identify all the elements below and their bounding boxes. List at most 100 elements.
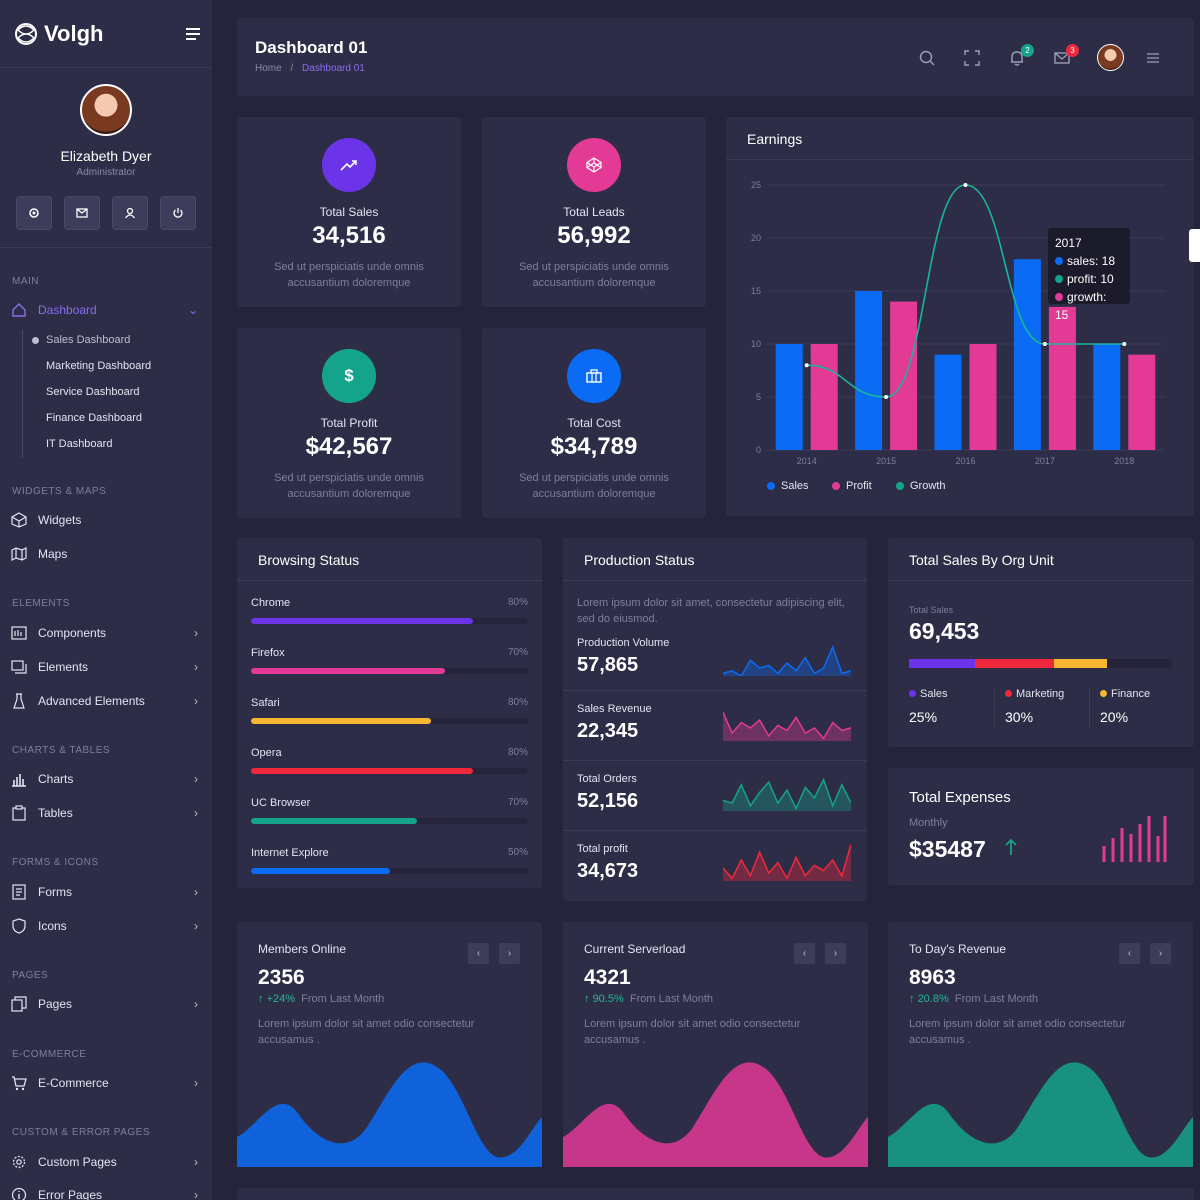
sidebar-item-dashboard[interactable]: Dashboard ⌄	[10, 298, 202, 322]
x-tick-label: 2016	[955, 456, 975, 466]
mini-card: Current Serverload ‹ › 4321 ↑ 90.5% From Las…	[563, 922, 868, 1167]
total-expenses-card: Total Expenses Monthly $35487	[888, 768, 1194, 885]
sidebar-item-error-pages[interactable]: Error Pages ›	[10, 1183, 202, 1200]
browser-name: Opera	[251, 747, 282, 759]
mail-button[interactable]	[64, 196, 100, 230]
sidebar-item-icons[interactable]: Icons ›	[10, 914, 202, 938]
y-tick-label: 5	[756, 392, 761, 402]
settings-tab[interactable]	[1189, 229, 1200, 262]
avatar[interactable]	[1097, 44, 1124, 71]
bar-segment-finance	[1054, 659, 1107, 668]
sidebar-item-custom-pages[interactable]: Custom Pages ›	[10, 1150, 202, 1174]
tooltip-sales: sales: 18	[1055, 252, 1123, 270]
browser-row: Internet Explore 50%	[251, 847, 528, 874]
mini-description: Lorem ipsum dolor sit amet odio consecte…	[258, 1018, 475, 1046]
sidebar-item-ecommerce[interactable]: E-Commerce ›	[10, 1071, 202, 1095]
submenu-sales-dashboard[interactable]: Sales Dashboard	[46, 334, 131, 346]
browser-name: Internet Explore	[251, 847, 329, 859]
chevron-right-icon: ›	[194, 806, 198, 820]
area-chart	[888, 1062, 1193, 1167]
user-profile: Elizabeth Dyer Administrator	[0, 68, 212, 248]
prev-button[interactable]: ‹	[794, 943, 815, 964]
org-unit-percent: 25%	[909, 709, 938, 725]
settings-button[interactable]	[16, 196, 52, 230]
mini-value: 8963	[909, 966, 956, 989]
mail-icon[interactable]	[1054, 50, 1070, 66]
tooltip-profit: profit: 10	[1055, 270, 1123, 288]
card-title: Total Expenses	[909, 789, 1011, 806]
sidebar-item-label: Forms	[38, 885, 72, 899]
bar-sales	[934, 354, 962, 450]
bar-sales	[855, 291, 883, 450]
y-tick-label: 20	[751, 233, 761, 243]
submenu-it-dashboard[interactable]: IT Dashboard	[46, 438, 113, 450]
card-title: Earnings	[726, 117, 1194, 160]
sidebar-item-components[interactable]: Components ›	[10, 621, 202, 645]
production-label: Sales Revenue	[577, 703, 652, 715]
org-unit-percent: 20%	[1100, 709, 1129, 725]
expenses-sparkbars	[1102, 816, 1167, 862]
chevron-right-icon: ›	[194, 1188, 198, 1200]
logout-button[interactable]	[160, 196, 196, 230]
stat-card-total-profit: $ Total Profit $42,567 Sed ut perspiciat…	[237, 328, 461, 518]
submenu-finance-dashboard[interactable]: Finance Dashboard	[46, 412, 143, 424]
sidebar-item-charts[interactable]: Charts ›	[10, 767, 202, 791]
point-growth	[1042, 342, 1047, 346]
bell-icon[interactable]	[1009, 50, 1025, 66]
sidebar-item-tables[interactable]: Tables ›	[10, 801, 202, 825]
production-row: Total profit 34,673	[563, 830, 867, 900]
brand[interactable]: Volgh	[0, 0, 212, 68]
bar-profit	[810, 344, 838, 450]
menu-icon[interactable]	[1145, 50, 1161, 66]
menu-toggle-icon[interactable]	[186, 28, 202, 40]
production-label: Total profit	[577, 843, 628, 855]
sidebar-item-forms[interactable]: Forms ›	[10, 880, 202, 904]
stat-value: 56,992	[557, 222, 631, 249]
prev-button[interactable]: ‹	[1119, 943, 1140, 964]
sidebar-item-widgets[interactable]: Widgets	[10, 508, 202, 532]
legend-growth[interactable]: Growth	[896, 480, 945, 492]
browser-row: Chrome 80%	[251, 597, 528, 624]
legend-profit[interactable]: Profit	[832, 480, 872, 492]
avatar[interactable]	[80, 84, 132, 136]
sidebar-item-maps[interactable]: Maps	[10, 542, 202, 566]
sidebar-item-pages[interactable]: Pages ›	[10, 992, 202, 1016]
sidebar-item-label: Components	[38, 626, 107, 640]
stat-description: Sed ut perspiciatis unde omnis accusanti…	[274, 472, 424, 500]
stat-description: Sed ut perspiciatis unde omnis accusanti…	[519, 261, 669, 289]
org-unit-finance: Finance 20%	[1089, 688, 1179, 728]
progress-fill	[251, 668, 445, 674]
stat-card-total-cost: Total Cost $34,789 Sed ut perspiciatis u…	[482, 328, 706, 518]
next-button[interactable]: ›	[825, 943, 846, 964]
section-forms: FORMS & ICONS	[12, 857, 99, 868]
earnings-card: Earnings 0 5 10 15 20 25 2014 2015 2016 2017 2018 …	[726, 117, 1194, 516]
search-icon[interactable]	[919, 50, 935, 66]
sidebar-item-label: Custom Pages	[38, 1155, 117, 1169]
progress-fill	[251, 818, 418, 824]
submenu-service-dashboard[interactable]: Service Dashboard	[46, 386, 140, 398]
breadcrumb-home[interactable]: Home	[255, 63, 282, 74]
submenu-marketing-dashboard[interactable]: Marketing Dashboard	[46, 360, 152, 372]
progress-track	[251, 868, 528, 874]
prev-button[interactable]: ‹	[468, 943, 489, 964]
legend-sales[interactable]: Sales	[767, 480, 809, 492]
expenses-value: $35487	[909, 836, 986, 862]
tooltip-year: 2017	[1055, 236, 1082, 250]
next-button[interactable]: ›	[1150, 943, 1171, 964]
cart-icon	[10, 1074, 28, 1092]
sidebar-item-label: Advanced Elements	[38, 694, 145, 708]
sidebar-item-elements[interactable]: Elements ›	[10, 655, 202, 679]
area-chart	[237, 1062, 542, 1167]
sidebar-item-label: Elements	[38, 660, 89, 674]
profile-button[interactable]	[112, 196, 148, 230]
sidebar-item-advanced-elements[interactable]: Advanced Elements ›	[10, 689, 202, 713]
production-label: Production Volume	[577, 637, 670, 649]
chevron-right-icon: ›	[194, 885, 198, 899]
next-button[interactable]: ›	[499, 943, 520, 964]
stat-description: Sed ut perspiciatis unde omnis accusanti…	[274, 261, 424, 289]
fullscreen-icon[interactable]	[964, 50, 980, 66]
org-subtitle: Total Sales	[909, 605, 954, 615]
mini-card: To Day's Revenue ‹ › 8963 ↑ 20.8% From Last …	[888, 922, 1193, 1167]
sidebar-item-label: Widgets	[38, 513, 82, 527]
org-unit-card: Total Sales By Org Unit Total Sales 69,4…	[888, 538, 1194, 747]
